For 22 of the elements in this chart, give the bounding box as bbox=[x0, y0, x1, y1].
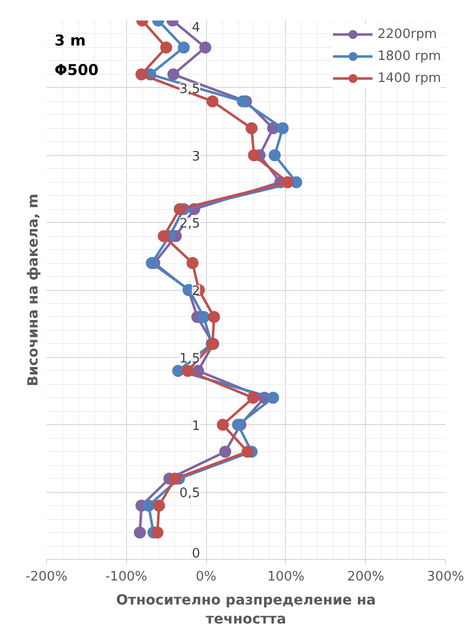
y-tick-label: 1 bbox=[192, 418, 200, 434]
x-axis-title: Относително разпределение на течността bbox=[116, 592, 376, 628]
legend-label: 1800 rpm bbox=[378, 48, 441, 64]
legend-label: 2200rpm bbox=[378, 26, 437, 42]
annotation: 3 m bbox=[54, 31, 86, 50]
y-tick-label: 2,5 bbox=[179, 216, 200, 232]
legend-label: 1400 rpm bbox=[378, 70, 441, 86]
y-tick-label: 1,5 bbox=[179, 351, 200, 366]
x-tick-label: -200% bbox=[26, 570, 68, 584]
y-tick-label: 3,5 bbox=[179, 82, 200, 97]
y-tick-label: 0,5 bbox=[179, 486, 200, 502]
y-tick-label: 4 bbox=[192, 20, 200, 36]
y-tick-label: 0 bbox=[192, 546, 200, 562]
x-tick-label: 0% bbox=[196, 570, 216, 584]
y-tick-label: 2 bbox=[192, 284, 200, 299]
x-tick-label: 100% bbox=[267, 570, 304, 584]
annotation: Φ500 bbox=[54, 60, 99, 79]
x-tick-label: -100% bbox=[105, 570, 148, 584]
y-tick-label: 3 bbox=[192, 149, 200, 164]
y-axis-title: Височина на факела, m bbox=[26, 194, 42, 386]
x-tick-label: 300% bbox=[426, 570, 464, 584]
x-tick-label: 200% bbox=[347, 570, 384, 584]
